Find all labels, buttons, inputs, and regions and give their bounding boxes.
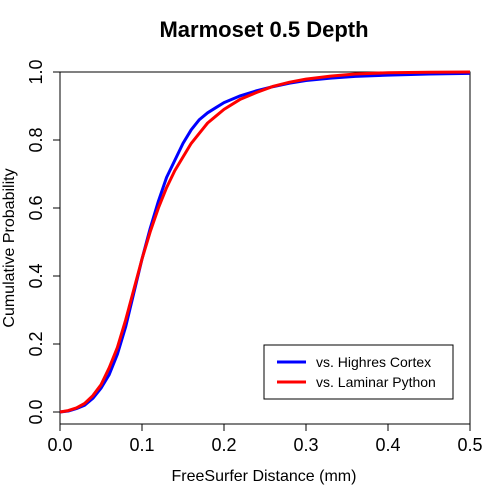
series-layer xyxy=(59,70,471,414)
legend-entry-laminar: vs. Laminar Python xyxy=(316,374,436,390)
y-tick-label: 0.0 xyxy=(26,399,46,424)
legend-box xyxy=(263,344,454,400)
y-tick-label: 0.4 xyxy=(26,263,46,288)
x-tick-label: 0.0 xyxy=(47,435,72,455)
y-axis: 0.0 0.2 0.4 0.6 0.8 1.0 xyxy=(26,59,60,425)
y-tick-label: 0.6 xyxy=(26,195,46,220)
chart-title: Marmoset 0.5 Depth xyxy=(159,17,368,42)
y-tick-label: 0.2 xyxy=(26,331,46,356)
x-axis-label: FreeSurfer Distance (mm) xyxy=(172,468,357,485)
x-axis: 0.0 0.1 0.2 0.3 0.4 0.5 xyxy=(47,424,483,455)
plot-frame xyxy=(59,71,471,425)
legend: vs. Highres Cortex vs. Laminar Python xyxy=(263,344,454,400)
y-axis-label: Cumulative Probability xyxy=(1,168,18,327)
x-tick-label: 0.4 xyxy=(375,435,400,455)
x-tick-label: 0.5 xyxy=(457,435,482,455)
y-tick-label: 0.8 xyxy=(26,127,46,152)
legend-entry-highres: vs. Highres Cortex xyxy=(316,354,431,370)
series-line-1 xyxy=(59,70,471,414)
x-tick-label: 0.3 xyxy=(293,435,318,455)
x-tick-label: 0.1 xyxy=(129,435,154,455)
y-tick-label: 1.0 xyxy=(26,59,46,84)
x-tick-label: 0.2 xyxy=(211,435,236,455)
